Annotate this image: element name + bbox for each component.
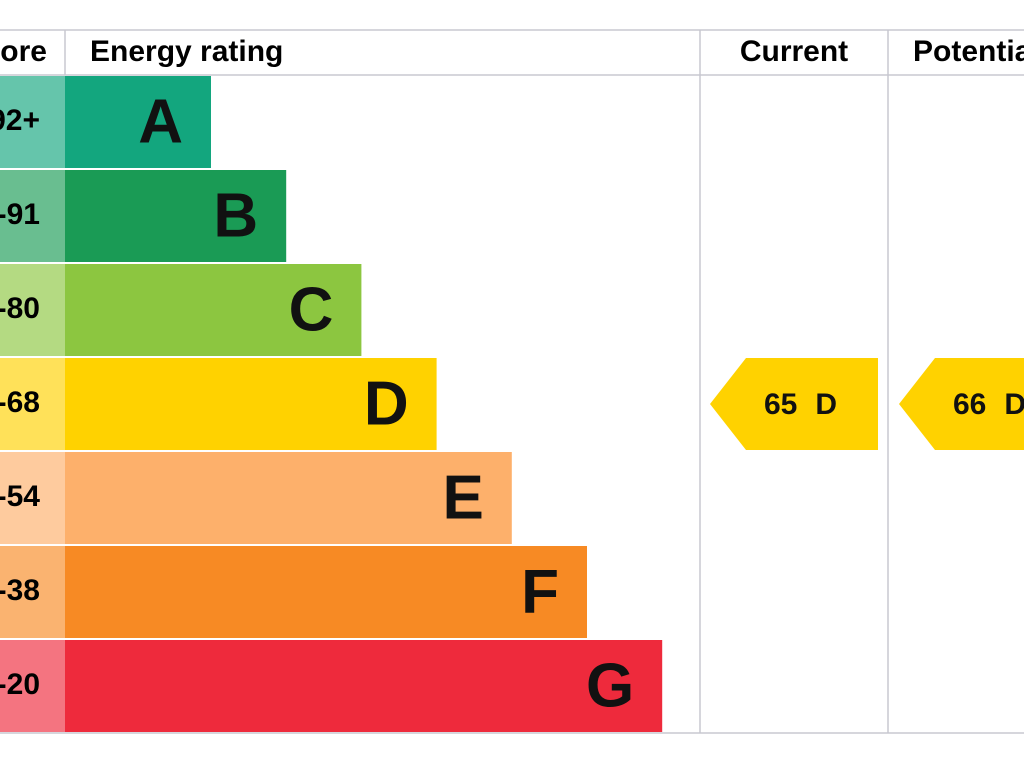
- score-header: Score: [0, 35, 47, 68]
- score-range: 21-38: [0, 574, 40, 607]
- score-cell: [0, 76, 65, 168]
- band-bar: [65, 640, 663, 732]
- score-cell-tint: [0, 452, 65, 544]
- score-cell: [0, 452, 65, 544]
- score-cell-tint: [0, 76, 65, 168]
- band-letter: D: [364, 369, 409, 438]
- band-bar: [65, 264, 362, 356]
- band-letter: C: [289, 275, 334, 344]
- score-cell: [0, 640, 65, 732]
- potential-label: 66 D: [953, 388, 1024, 421]
- score-range: 39-54: [0, 480, 40, 513]
- rating-header: Energy rating: [90, 35, 283, 68]
- score-cell: [0, 358, 65, 450]
- potential-arrow: [899, 358, 1024, 450]
- grid-lines: [0, 29, 1024, 734]
- band-bar: [65, 452, 512, 544]
- score-range: 55-68: [0, 386, 40, 419]
- band-bar: [65, 546, 587, 638]
- potential-score: 66: [953, 388, 986, 421]
- score-cell-tint: [0, 264, 65, 356]
- current-rating: D: [815, 388, 837, 421]
- score-cell: [0, 170, 65, 262]
- band-letter: A: [138, 87, 183, 156]
- score-cell-tint: [0, 358, 65, 450]
- score-range: 69-80: [0, 292, 40, 325]
- current-header: Current: [740, 35, 848, 68]
- score-cell-tint: [0, 170, 65, 262]
- score-cell-tint: [0, 640, 65, 732]
- band-letter: F: [521, 557, 559, 626]
- potential-header: Potential: [913, 35, 1024, 68]
- band-letter: E: [442, 463, 483, 532]
- current-score: 65: [764, 388, 797, 421]
- current-label: 65 D: [764, 388, 837, 421]
- current-arrow: [710, 358, 878, 450]
- score-cell-tint: [0, 546, 65, 638]
- band-bar: [65, 358, 437, 450]
- band-bar: [65, 170, 287, 262]
- score-cell: [0, 546, 65, 638]
- score-range: 81-91: [0, 198, 40, 231]
- potential-rating: D: [1004, 388, 1024, 421]
- band-letter: G: [586, 651, 634, 720]
- band-letter: B: [213, 181, 258, 250]
- score-range: 92+: [0, 104, 40, 137]
- score-cell: [0, 264, 65, 356]
- band-bar: [65, 76, 211, 168]
- score-range: 1-20: [0, 668, 40, 701]
